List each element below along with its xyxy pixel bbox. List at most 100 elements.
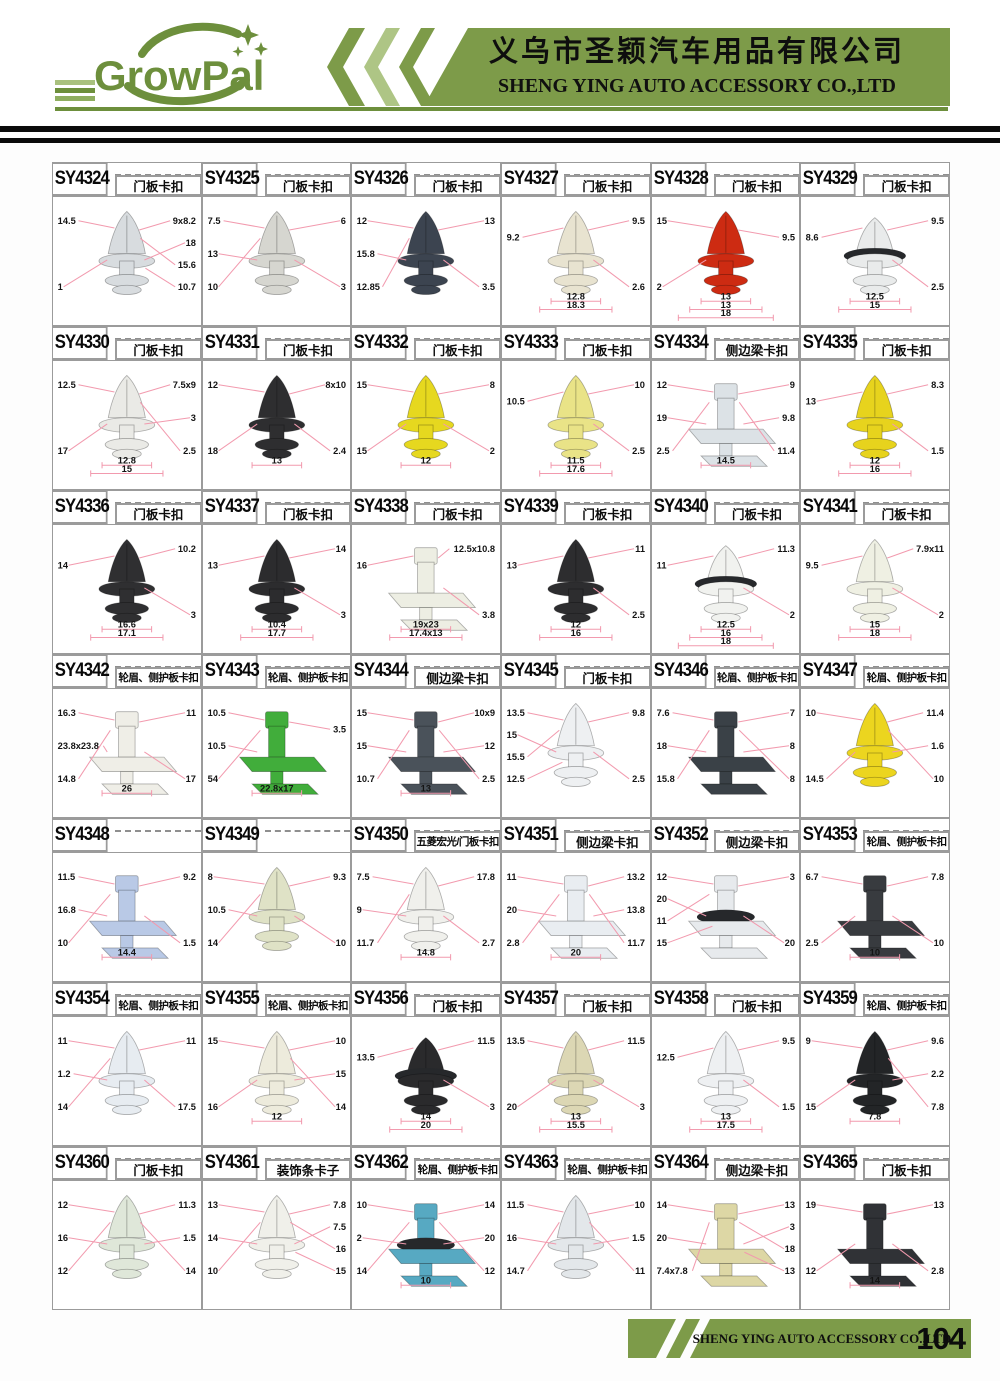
category-label-area: 门板卡扣 [264,327,351,360]
svg-text:19: 19 [656,413,666,423]
svg-text:15: 15 [357,380,367,390]
cell-header: SY4365 门板卡扣 [801,1147,949,1180]
product-cell: SY4358 门板卡扣 12.5 9.5 1.5 13 17.5 [650,982,801,1146]
header-underline [55,107,948,111]
svg-text:12.5x10.8: 12.5x10.8 [454,544,495,554]
svg-text:2.5: 2.5 [632,610,645,620]
svg-text:13: 13 [720,1112,730,1122]
footer-banner [628,1319,971,1358]
svg-text:10: 10 [870,948,880,958]
svg-text:18: 18 [656,741,666,751]
product-photo: 14.5 1 9x8.2 18 15.6 10.7 [53,196,201,325]
cell-header: SY4337 门板卡扣 [202,491,351,524]
svg-text:2: 2 [357,1233,362,1243]
svg-text:3: 3 [340,610,345,620]
category-label-area: 轮眉、侧护板卡扣 [115,655,201,688]
part-number: SY4356 [352,983,409,1016]
category-label: 装饰条卡子 [264,1159,351,1180]
category-label: 轮眉、侧护板卡扣 [414,1159,500,1180]
product-cell: SY4338 门板卡扣 16 12.5x10.8 3.8 19x23 17.4x13 [351,490,501,654]
chevron-left-icon [327,28,365,106]
svg-text:18: 18 [720,308,730,318]
category-label-area: 门板卡扣 [414,491,500,524]
product-cell: SY4360 门板卡扣 12 16 12 11.3 1.5 14 [52,1146,202,1310]
svg-text:11: 11 [656,560,666,570]
svg-text:3.8: 3.8 [482,610,495,620]
category-label: 门板卡扣 [863,339,949,360]
category-label-area: 轮眉、侧护板卡扣 [264,655,351,688]
svg-text:12.5: 12.5 [656,1052,674,1062]
product-photo: 13.5 11.5 3 14 20 [352,1016,500,1145]
svg-text:14: 14 [335,1102,346,1112]
cell-header: SY4347 轮眉、侧护板卡扣 [801,655,949,688]
category-label-area: 轮眉、侧护板卡扣 [115,983,201,1016]
category-label: 门板卡扣 [414,995,500,1016]
svg-text:14: 14 [870,1276,881,1286]
svg-text:6.7: 6.7 [806,872,819,882]
divider-line [0,138,1000,143]
category-label-area: 门板卡扣 [115,327,201,360]
svg-text:17: 17 [58,446,68,456]
logo-text: GrowPal [94,52,264,99]
svg-text:3: 3 [191,413,196,423]
part-number: SY4362 [352,1147,409,1180]
logo-accent-bars [55,80,95,104]
product-photo: 12 15.8 12.85 13 3.5 [352,196,500,325]
svg-text:12.8: 12.8 [118,456,136,466]
category-label: 侧边梁卡扣 [713,1159,800,1180]
svg-text:12.5: 12.5 [58,380,76,390]
part-number: SY4340 [651,491,709,524]
svg-text:14.5: 14.5 [806,774,824,784]
cell-header: SY4363 轮眉、侧护板卡扣 [502,1147,650,1180]
cell-header: SY4339 门板卡扣 [502,491,650,524]
svg-text:7.8: 7.8 [333,1200,346,1210]
category-label-area: 门板卡扣 [115,163,201,196]
category-label-area: 门板卡扣 [863,491,949,524]
svg-text:16.3: 16.3 [58,708,76,718]
category-label-area: 门板卡扣 [264,491,351,524]
product-cell: SY4333 门板卡扣 10.5 10 2.5 11.5 17.6 [501,326,651,490]
category-label-area: 门板卡扣 [564,327,650,360]
dashed-divider [264,830,351,832]
svg-text:15: 15 [870,620,880,630]
cell-header: SY4364 侧边梁卡扣 [651,1147,800,1180]
category-label: 门板卡扣 [564,503,650,524]
svg-text:2: 2 [656,282,661,292]
category-label-area: 门板卡扣 [564,163,650,196]
banner-background [327,28,950,106]
cell-header: SY4352 侧边梁卡扣 [651,819,800,852]
cell-header: SY4362 轮眉、侧护板卡扣 [352,1147,500,1180]
svg-text:3.5: 3.5 [482,282,495,292]
svg-text:2.8: 2.8 [931,1266,944,1276]
svg-text:2: 2 [789,610,794,620]
svg-text:3.5: 3.5 [333,724,346,734]
svg-text:14.4: 14.4 [118,948,137,958]
product-photo: 13 14 3 10.4 17.7 [202,524,351,653]
svg-text:8: 8 [789,774,794,784]
svg-text:12.85: 12.85 [357,282,380,292]
cell-header: SY4341 门板卡扣 [801,491,949,524]
svg-text:13: 13 [485,216,495,226]
product-cell: SY4330 门板卡扣 12.5 17 7.5x9 3 2.5 12.8 15 [52,326,202,490]
svg-text:12: 12 [870,456,880,466]
svg-text:15: 15 [207,1036,217,1046]
svg-text:2.5: 2.5 [482,774,495,784]
svg-text:16: 16 [720,628,730,638]
product-cell: SY4355 轮眉、侧护板卡扣 15 16 10 15 14 12 [201,982,352,1146]
part-number: SY4341 [801,491,858,524]
svg-text:2.2: 2.2 [931,1069,944,1079]
svg-text:14: 14 [186,1266,197,1276]
cell-header: SY4331 门板卡扣 [202,327,351,360]
svg-text:15: 15 [335,1266,345,1276]
svg-text:18: 18 [186,238,196,248]
cell-header: SY4357 门板卡扣 [502,983,650,1016]
part-number: SY4350 [352,819,409,852]
banner-body [424,28,950,106]
product-cell: SY4331 门板卡扣 12 18 8x10 2.4 13 [201,326,352,490]
svg-text:14: 14 [421,1112,432,1122]
category-label: 门板卡扣 [863,1159,949,1180]
cell-header: SY4330 门板卡扣 [53,327,201,360]
svg-text:10.5: 10.5 [207,741,225,751]
svg-text:20: 20 [507,1102,517,1112]
svg-text:54: 54 [207,774,218,784]
